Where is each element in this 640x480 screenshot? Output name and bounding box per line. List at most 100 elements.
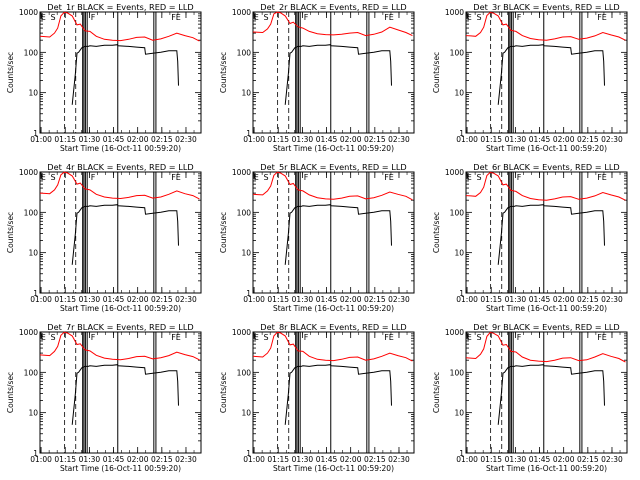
x-axis-label: Start Time (16-Oct-11 00:59:20)	[60, 464, 181, 473]
chart-title: Det_5r BLACK = Events, RED = LLD	[260, 162, 406, 172]
series-line-events	[497, 364, 605, 425]
x-tick-label: 02:30	[175, 135, 197, 144]
flag-label-e: E	[254, 13, 259, 22]
chart-panel-2: Det_2r BLACK = Events, RED = LLD 1 10 100 10…	[219, 2, 415, 153]
flag-label-fe: FE	[597, 13, 607, 22]
flag-label-fe: FE	[171, 13, 181, 22]
plot-frame	[465, 11, 628, 134]
y-axis-label: Counts/sec	[432, 212, 441, 253]
flag-label-f: F	[91, 13, 96, 22]
y-tick-label: 1000	[232, 8, 251, 17]
flag-label-f: F	[517, 333, 522, 342]
x-tick-label: 01:30	[79, 455, 101, 464]
x-tick-label: 02:00	[127, 455, 149, 464]
flag-label-s: S	[50, 13, 55, 22]
x-axis-label: Start Time (16-Oct-11 00:59:20)	[273, 144, 394, 153]
y-axis-label: Counts/sec	[432, 372, 441, 413]
y-tick-label: 1000	[232, 328, 251, 337]
flag-label-e: E	[467, 173, 472, 182]
chart-title: Det_6r BLACK = Events, RED = LLD	[473, 162, 619, 172]
x-tick-label: 02:15	[364, 455, 386, 464]
series-line-events	[284, 204, 392, 265]
x-tick-label: 01:00	[243, 135, 265, 144]
chart-title: Det_7r BLACK = Events, RED = LLD	[47, 322, 193, 332]
x-tick-label: 01:45	[529, 295, 551, 304]
x-tick-label: 01:45	[316, 295, 338, 304]
y-tick-label: 1000	[445, 168, 464, 177]
flag-label-s: S	[50, 173, 55, 182]
flag-label-fe: FE	[597, 173, 607, 182]
chart-title: Det_1r BLACK = Events, RED = LLD	[47, 2, 193, 12]
y-tick-label: 10	[28, 409, 38, 418]
y-tick-label: 100	[237, 48, 252, 57]
x-axis-label: Start Time (16-Oct-11 00:59:20)	[486, 144, 607, 153]
x-tick-label: 02:15	[151, 295, 173, 304]
series-line-lld	[465, 11, 626, 41]
x-tick-label: 01:00	[30, 295, 52, 304]
flag-label-fe: FE	[171, 333, 181, 342]
y-tick-label: 1	[459, 449, 464, 458]
plot-frame	[465, 331, 628, 454]
flag-label-f: F	[304, 13, 309, 22]
y-tick-label: 10	[454, 89, 464, 98]
y-tick-label: 100	[450, 368, 465, 377]
x-axis-label: Start Time (16-Oct-11 00:59:20)	[273, 464, 394, 473]
series-line-events	[71, 204, 179, 265]
plot-frame	[252, 171, 415, 294]
x-tick-label: 02:15	[577, 455, 599, 464]
flag-label-f: F	[304, 173, 309, 182]
y-tick-label: 10	[28, 89, 38, 98]
y-tick-label: 1000	[445, 8, 464, 17]
flag-label-fe: FE	[597, 333, 607, 342]
series-line-events	[284, 44, 392, 105]
flag-label-e: E	[467, 333, 472, 342]
chart-panel-5: Det_5r BLACK = Events, RED = LLD 1 10 100 10…	[219, 162, 415, 313]
series-line-events	[497, 204, 605, 265]
x-tick-label: 02:15	[151, 455, 173, 464]
y-tick-label: 1	[33, 129, 38, 138]
series-line-events	[71, 364, 179, 425]
x-tick-label: 01:15	[480, 455, 502, 464]
x-tick-label: 01:45	[529, 455, 551, 464]
plot-frame	[39, 331, 202, 454]
x-tick-label: 01:00	[456, 455, 478, 464]
y-tick-label: 10	[28, 249, 38, 258]
flag-label-s: S	[50, 333, 55, 342]
flag-label-s: S	[263, 173, 268, 182]
x-tick-label: 02:30	[601, 295, 623, 304]
x-tick-label: 02:00	[127, 135, 149, 144]
flag-label-f: F	[91, 333, 96, 342]
y-tick-label: 1	[246, 129, 251, 138]
y-tick-label: 1	[33, 289, 38, 298]
x-tick-label: 01:30	[292, 455, 314, 464]
y-tick-label: 1000	[19, 168, 38, 177]
x-tick-label: 01:45	[316, 135, 338, 144]
x-axis-label: Start Time (16-Oct-11 00:59:20)	[486, 304, 607, 313]
chart-panel-9: Det_9r BLACK = Events, RED = LLD 1 10 100 10…	[432, 322, 628, 473]
flag-label-f: F	[517, 173, 522, 182]
y-tick-label: 1	[459, 129, 464, 138]
series-line-events	[284, 364, 392, 425]
flag-label-s: S	[476, 173, 481, 182]
series-line-lld	[465, 171, 626, 201]
x-tick-label: 01:15	[54, 295, 76, 304]
chart-title: Det_2r BLACK = Events, RED = LLD	[260, 2, 406, 12]
y-tick-label: 100	[450, 208, 465, 217]
y-axis-label: Counts/sec	[6, 212, 15, 253]
y-tick-label: 100	[237, 368, 252, 377]
series-line-lld	[252, 11, 413, 37]
x-tick-label: 01:00	[456, 295, 478, 304]
x-tick-label: 02:00	[553, 455, 575, 464]
x-tick-label: 02:00	[340, 295, 362, 304]
x-tick-label: 01:45	[103, 135, 125, 144]
x-tick-label: 02:00	[127, 295, 149, 304]
flag-label-s: S	[476, 333, 481, 342]
x-tick-label: 02:15	[364, 135, 386, 144]
x-axis-label: Start Time (16-Oct-11 00:59:20)	[486, 464, 607, 473]
y-tick-label: 1000	[232, 168, 251, 177]
y-tick-label: 10	[454, 409, 464, 418]
chart-title: Det_3r BLACK = Events, RED = LLD	[473, 2, 619, 12]
y-axis-label: Counts/sec	[219, 212, 228, 253]
y-axis-label: Counts/sec	[6, 52, 15, 93]
y-tick-label: 10	[454, 249, 464, 258]
